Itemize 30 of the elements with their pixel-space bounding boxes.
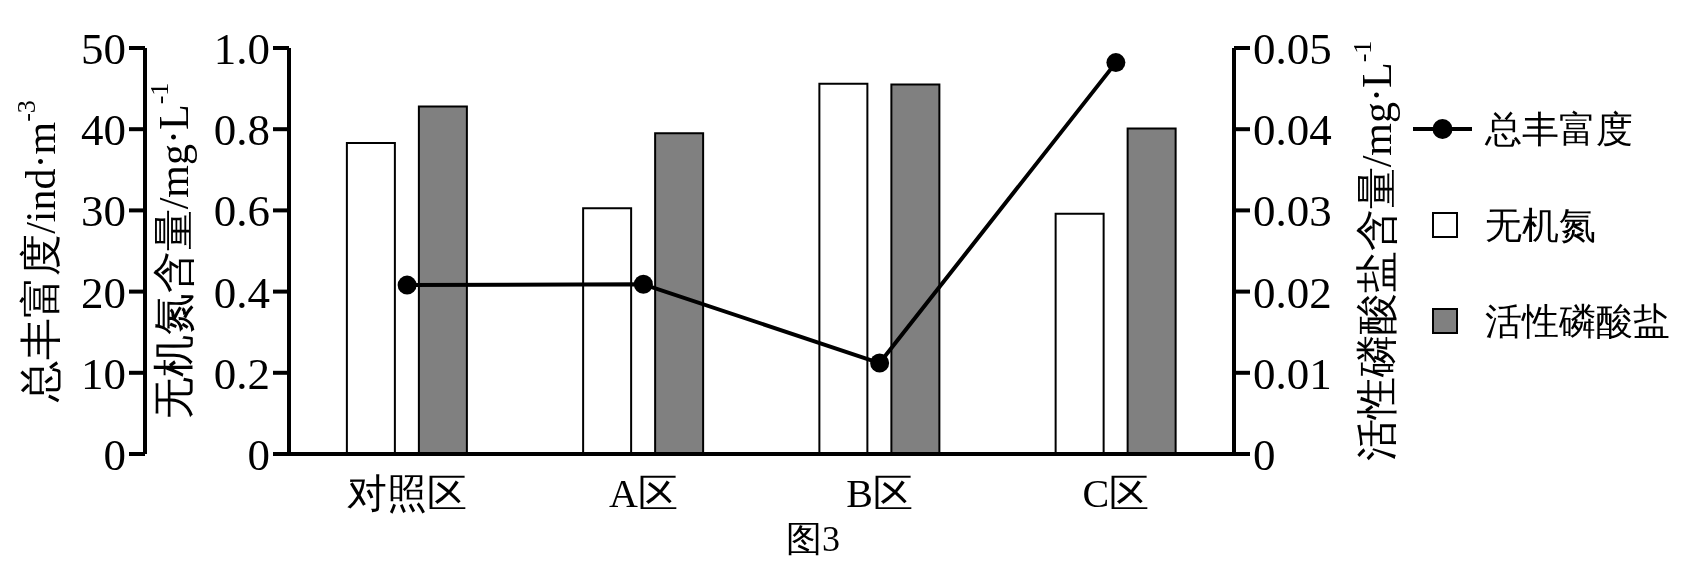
y2-tick-label: 0: [1253, 429, 1276, 480]
y2-tick-label: 0.03: [1253, 186, 1332, 237]
point: [1106, 53, 1126, 73]
y-tick-label: 0.2: [213, 348, 270, 399]
y-tick-label: 0: [247, 429, 270, 480]
legend-label: 活性磷酸盐: [1485, 300, 1670, 342]
y2-tick-label: 0.04: [1253, 105, 1332, 156]
caption: 图3: [785, 518, 841, 562]
y2-tick-label: 0.02: [1253, 267, 1332, 318]
point: [397, 275, 417, 295]
x-tick-label: C区: [1082, 471, 1150, 517]
point: [633, 274, 653, 294]
y3-tick-label: 10: [81, 348, 126, 399]
legend-label: 总丰富度: [1485, 108, 1633, 150]
x-tick-label: 对照区: [347, 471, 468, 517]
y-tick-label: 0.6: [213, 186, 270, 237]
point: [870, 353, 890, 373]
y3-tick-label: 0: [103, 429, 126, 480]
y3-tick-label: 50: [81, 23, 126, 74]
y-tick-label: 0.4: [213, 267, 270, 318]
y3-tick-label: 20: [81, 267, 126, 318]
x-tick-label: A区: [608, 471, 678, 517]
y-tick-label: 1.0: [213, 23, 270, 74]
y3-tick-label: 30: [81, 186, 126, 237]
y-tick-label: 0.8: [213, 105, 270, 156]
legend-label: 无机氮: [1485, 204, 1596, 246]
y3-tick-label: 40: [81, 105, 126, 156]
x-tick-label: B区: [846, 471, 913, 517]
y2-tick-label: 0.05: [1253, 23, 1332, 74]
y2-tick-label: 0.01: [1253, 348, 1332, 399]
